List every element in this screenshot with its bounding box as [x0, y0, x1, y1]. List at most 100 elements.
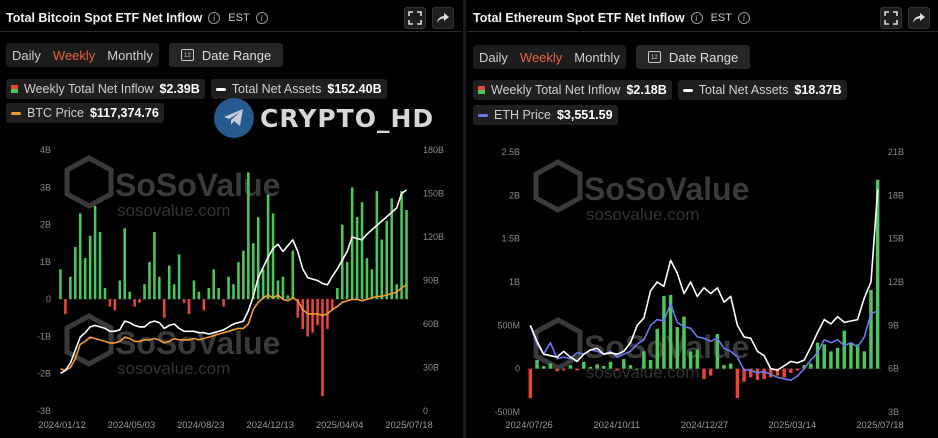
legend-inflow-value: $2.39B — [159, 82, 200, 96]
inflow-bar — [769, 368, 773, 378]
right-axis-tick: 15B — [888, 234, 904, 244]
legend-assets[interactable]: Total Net Assets $152.40B — [210, 79, 387, 99]
period-daily[interactable]: Daily — [479, 49, 508, 65]
inflow-bar — [662, 295, 666, 369]
x-axis-tick: 2024/08/23 — [177, 420, 225, 431]
inflow-bar — [675, 327, 680, 369]
period-weekly[interactable]: Weekly — [519, 49, 563, 65]
inflow-bar — [849, 342, 853, 369]
inflow-bar — [74, 246, 77, 300]
crypto-hd-text: CRYPTO_HD — [260, 103, 435, 133]
date-range-button[interactable]: 12 Date Range — [635, 45, 751, 69]
right-axis-tick: 60B — [423, 319, 439, 329]
date-range-button[interactable]: 12 Date Range — [168, 43, 284, 67]
period-weekly[interactable]: Weekly — [52, 47, 96, 63]
right-axis-tick: 18B — [888, 190, 904, 200]
x-axis-tick: 2024/05/03 — [108, 420, 156, 431]
inflow-bar — [182, 299, 186, 303]
left-axis-tick: -2B — [37, 369, 51, 379]
inflow-bar — [642, 351, 646, 369]
share-icon[interactable] — [908, 7, 930, 29]
total-assets-line — [529, 189, 879, 371]
btc-chart[interactable]: SoSoValuesosovalue.comSoSoValuesosovalue… — [0, 0, 462, 438]
inflow-bar — [113, 299, 117, 311]
header-separator — [467, 31, 938, 32]
inflow-bar — [59, 269, 62, 300]
period-daily[interactable]: Daily — [12, 47, 41, 63]
sosovalue-logo-icon — [533, 317, 583, 371]
inflow-bar — [355, 217, 359, 300]
inflow-bar — [118, 280, 122, 300]
inflow-bar — [648, 360, 653, 369]
right-axis-tick: 6B — [888, 364, 899, 374]
inflow-bar — [628, 365, 633, 369]
line-swatch-icon — [682, 88, 693, 92]
inflow-bar — [555, 368, 559, 372]
fullscreen-icon[interactable] — [880, 7, 902, 29]
inflow-bar — [615, 368, 619, 371]
legend-price[interactable]: ETH Price $3,551.59 — [473, 105, 618, 125]
legend-price[interactable]: BTC Price $117,374.76 — [6, 103, 164, 123]
inflow-bar — [588, 366, 593, 369]
info-icon[interactable]: i — [737, 12, 750, 24]
inflow-bar — [202, 299, 206, 311]
inflow-bar — [133, 299, 136, 307]
legend-assets-value: $18.37B — [794, 83, 842, 97]
inflow-bar — [370, 269, 374, 300]
btc-timezone: EST — [228, 12, 250, 24]
left-axis-tick: -1B — [37, 331, 51, 341]
inflow-bar — [316, 299, 319, 326]
fullscreen-icon[interactable] — [404, 7, 426, 29]
inflow-bar — [541, 366, 546, 369]
info-icon[interactable]: i — [690, 12, 703, 24]
btc-legend-row-1: Weekly Total Net Inflow $2.39B Total Net… — [6, 79, 387, 99]
inflow-bar — [682, 316, 686, 369]
price-line — [60, 284, 407, 372]
inflow-bar — [227, 276, 230, 300]
crypto-hd-watermark: CRYPTO_HD — [214, 98, 434, 138]
eth-chart[interactable]: SoSoValuesosovalue.comSoSoValuesosovalue… — [467, 0, 938, 438]
header-separator — [0, 31, 462, 32]
right-axis-tick: 12B — [888, 277, 904, 287]
inflow-bar — [595, 364, 599, 369]
inflow-bar — [360, 202, 364, 300]
legend-inflow[interactable]: Weekly Total Net Inflow $2.39B — [6, 79, 205, 99]
inflow-bar — [247, 172, 250, 300]
inflow-bar — [158, 276, 161, 300]
inflow-bar — [88, 235, 92, 300]
x-axis-tick: 2024/12/27 — [681, 420, 729, 431]
eth-legend-row-2: ETH Price $3,551.59 — [473, 105, 618, 125]
inflow-bar — [172, 284, 176, 300]
inflow-bar — [345, 261, 349, 300]
inflow-bar — [64, 299, 67, 315]
panel-divider — [463, 0, 466, 438]
legend-assets[interactable]: Total Net Assets $18.37B — [677, 80, 847, 100]
x-axis-tick: 2025/07/18 — [856, 420, 904, 431]
inflow-bar — [128, 291, 131, 300]
right-axis-tick: 9B — [888, 320, 899, 330]
inflow-bar — [869, 289, 873, 369]
inflow-bar — [789, 368, 793, 373]
inflow-bar — [815, 342, 820, 369]
period-monthly[interactable]: Monthly — [574, 49, 620, 65]
watermark-site: sosovalue.com — [117, 201, 230, 220]
left-axis-tick: 0 — [515, 364, 520, 374]
legend-inflow-label: Weekly Total Net Inflow — [24, 82, 154, 96]
total-assets-line — [60, 189, 407, 374]
telegram-icon — [214, 98, 254, 138]
x-axis-tick: 2024/07/26 — [505, 420, 553, 431]
info-icon[interactable]: i — [208, 12, 221, 24]
inflow-bar — [655, 328, 659, 369]
eth-controls: Daily Weekly Monthly 12 Date Range — [473, 45, 751, 69]
share-icon[interactable] — [432, 7, 454, 29]
info-icon[interactable]: i — [255, 12, 268, 24]
period-monthly[interactable]: Monthly — [107, 47, 153, 63]
sosovalue-logo-icon — [533, 159, 583, 213]
line-swatch-icon — [215, 87, 226, 91]
btc-controls: Daily Weekly Monthly 12 Date Range — [6, 43, 284, 67]
inflow-bar — [266, 194, 270, 300]
inflow-bar — [688, 351, 693, 369]
sosovalue-logo-icon — [64, 313, 114, 367]
inflow-bar — [108, 299, 112, 307]
legend-inflow[interactable]: Weekly Total Net Inflow $2.18B — [473, 80, 672, 100]
